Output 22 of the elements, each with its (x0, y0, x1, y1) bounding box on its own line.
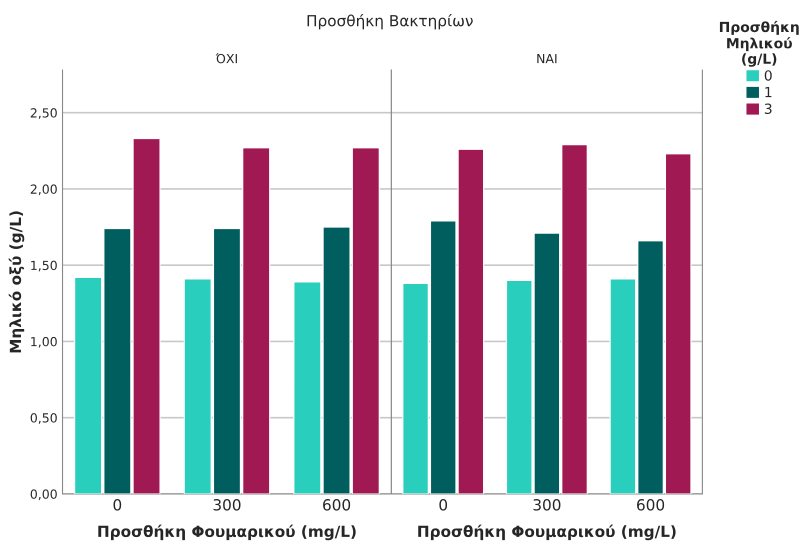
legend-label: 0 (764, 70, 772, 81)
legend-title: Προσθήκη Μηλικού (g/L) (720, 20, 799, 67)
x-tick-label: 600 (323, 499, 350, 511)
x-axis-title: Προσθήκη Φουμαρικού (mg/L) (98, 524, 356, 540)
text: Προσθήκη Βακτηρίων (308, 14, 473, 30)
y-tick-label: 2,00 (30, 184, 57, 196)
x-tick-label: 0 (439, 499, 448, 511)
chart-title: ΌΧΙ (216, 53, 237, 64)
x-tick-label: 300 (533, 499, 560, 511)
y-tick-label: 2,50 (30, 108, 57, 119)
x-tick-label: 300 (214, 499, 241, 511)
y-tick-label: 0,00 (30, 489, 57, 500)
y-axis-title: Μηλικό οξύ (g/L) (8, 211, 24, 352)
chart-title: ΝΑΙ (537, 54, 556, 64)
x-axis-title: Προσθήκη Φουμαρικού (mg/L) (418, 524, 676, 540)
y-tick-label: 1,50 (31, 260, 57, 272)
legend-label: 3 (764, 103, 772, 114)
legend-label: 1 (765, 87, 772, 98)
y-tick-label: 0,50 (30, 413, 57, 424)
x-tick-label: 0 (113, 499, 122, 511)
x-tick-label: 600 (637, 499, 664, 511)
y-tick-label: 1,00 (31, 336, 57, 348)
